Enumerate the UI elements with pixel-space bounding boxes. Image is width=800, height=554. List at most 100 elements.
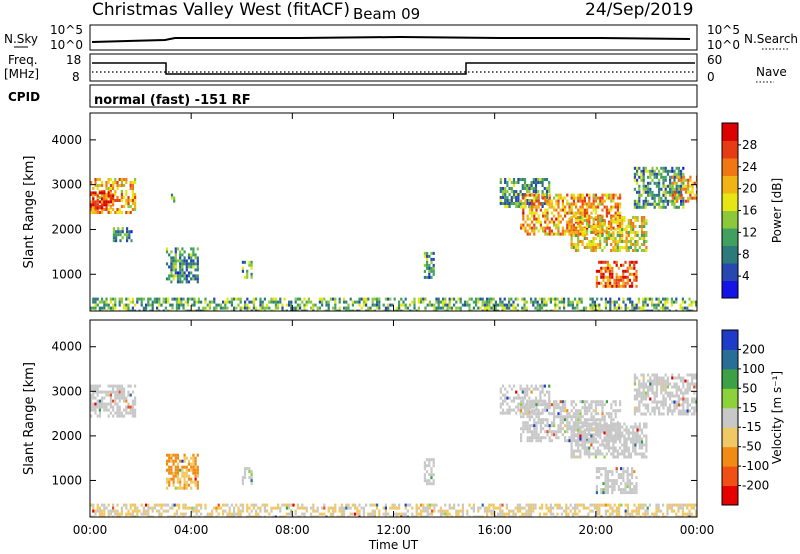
velocity-echo-cell — [544, 436, 547, 440]
velocity-echo-cell — [556, 503, 559, 507]
velocity-echo-cell — [520, 406, 523, 410]
power-echo-cell — [646, 303, 649, 307]
velocity-echo-cell — [677, 515, 680, 517]
power-echo-cell — [490, 300, 493, 304]
power-echo-cell — [625, 231, 628, 234]
power-echo-cell — [428, 266, 431, 270]
velocity-echo-cell — [594, 412, 597, 416]
velocity-echo-cell — [266, 509, 269, 513]
velocity-echo-cell — [406, 503, 409, 507]
velocity-echo-cell — [662, 388, 665, 392]
power-echo-cell — [109, 184, 112, 187]
velocity-echo-cell — [252, 503, 255, 507]
velocity-echo-cell — [646, 512, 649, 516]
power-echo-cell — [695, 303, 697, 307]
power-echo-cell — [618, 228, 622, 231]
power-echo-cell — [627, 240, 630, 243]
velocity-echo-cell — [190, 468, 193, 472]
power-echo-cell — [628, 272, 631, 276]
power-echo-cell — [162, 297, 165, 301]
velocity-echo-cell — [499, 411, 502, 415]
power-echo-cell — [468, 303, 471, 307]
velocity-echo-cell — [680, 388, 683, 392]
power-echo-cell — [594, 246, 597, 249]
power-echo-cell — [620, 306, 623, 310]
power-echo-cell — [499, 297, 502, 301]
velocity-echo-cell — [579, 412, 582, 416]
power-echo-cell — [526, 232, 529, 236]
velocity-echo-region — [423, 458, 435, 486]
velocity-echo-cell — [586, 406, 589, 410]
power-echo-cell — [599, 199, 602, 203]
power-echo-cell — [618, 237, 622, 240]
power-echo-cell — [191, 297, 194, 301]
power-echo-cell — [653, 181, 656, 185]
power-echo-cell — [611, 275, 614, 279]
power-echo-cell — [114, 199, 117, 202]
power-echo-cell — [669, 181, 672, 185]
power-echo-cell — [332, 306, 335, 310]
velocity-echo-cell — [643, 455, 646, 459]
power-echo-cell — [384, 309, 387, 311]
velocity-echo-cell — [574, 509, 577, 513]
power-echo-cell — [523, 300, 526, 304]
power-echo-cell — [508, 306, 511, 310]
power-echo-cell — [626, 278, 629, 282]
velocity-echo-cell — [598, 476, 601, 480]
power-echo-cell — [664, 175, 667, 179]
power-echo-cell — [349, 297, 352, 301]
power-echo-cell — [677, 190, 680, 194]
velocity-echo-cell — [572, 406, 575, 410]
power-echo-cell — [112, 297, 115, 301]
power-echo-cell — [559, 232, 562, 236]
power-echo-cell — [182, 297, 185, 301]
velocity-echo-cell — [523, 515, 526, 517]
power-echo-cell — [644, 196, 647, 200]
velocity-echo-cell — [519, 503, 522, 507]
velocity-echo-cell — [623, 452, 626, 456]
velocity-echo-cell — [332, 512, 335, 516]
power-echo-cell — [118, 303, 121, 307]
velocity-echo-cell — [107, 509, 110, 513]
power-echo-cell — [535, 193, 538, 197]
power-echo-cell — [174, 247, 177, 251]
velocity-echo-cell — [101, 402, 104, 406]
power-echo-cell — [226, 300, 229, 304]
velocity-echo-cell — [594, 449, 597, 453]
power-echo-cell — [358, 300, 361, 304]
power-echo-cell — [168, 277, 171, 281]
velocity-echo-cell — [406, 509, 409, 513]
power-echo-cell — [606, 278, 609, 282]
velocity-echo-cell — [675, 388, 678, 392]
power-echo-cell — [621, 228, 624, 231]
velocity-echo-cell — [125, 396, 128, 400]
velocity-echo-cell — [109, 509, 112, 513]
velocity-echo-cell — [488, 503, 491, 507]
power-echo-cell — [626, 306, 629, 310]
power-echo-cell — [504, 178, 507, 181]
velocity-echo-cell — [601, 415, 604, 419]
power-echo-cell — [131, 190, 134, 193]
power-echo-cell — [635, 269, 638, 273]
power-echo-cell — [631, 272, 634, 276]
power-echo-cell — [508, 193, 511, 196]
power-echo-cell — [94, 178, 97, 181]
power-echo-cell — [524, 226, 527, 230]
velocity-echo-cell — [669, 391, 672, 395]
velocity-echo-cell — [461, 515, 464, 517]
velocity-echo-cell — [181, 471, 184, 475]
power-echo-cell — [535, 226, 538, 230]
power-echo-cell — [537, 193, 540, 197]
velocity-echo-cell — [666, 406, 669, 410]
power-echo-cell — [506, 199, 509, 202]
power-echo-cell — [664, 184, 667, 188]
power-echo-cell — [596, 309, 599, 311]
power-echo-cell — [294, 300, 297, 304]
velocity-echo-cell — [594, 433, 597, 437]
velocity-echo-cell — [638, 409, 641, 413]
velocity-echo-cell — [602, 491, 605, 495]
velocity-echo-cell — [662, 406, 665, 410]
power-echo-cell — [96, 203, 99, 207]
velocity-echo-cell — [531, 409, 534, 413]
velocity-echo-cell — [588, 424, 591, 428]
